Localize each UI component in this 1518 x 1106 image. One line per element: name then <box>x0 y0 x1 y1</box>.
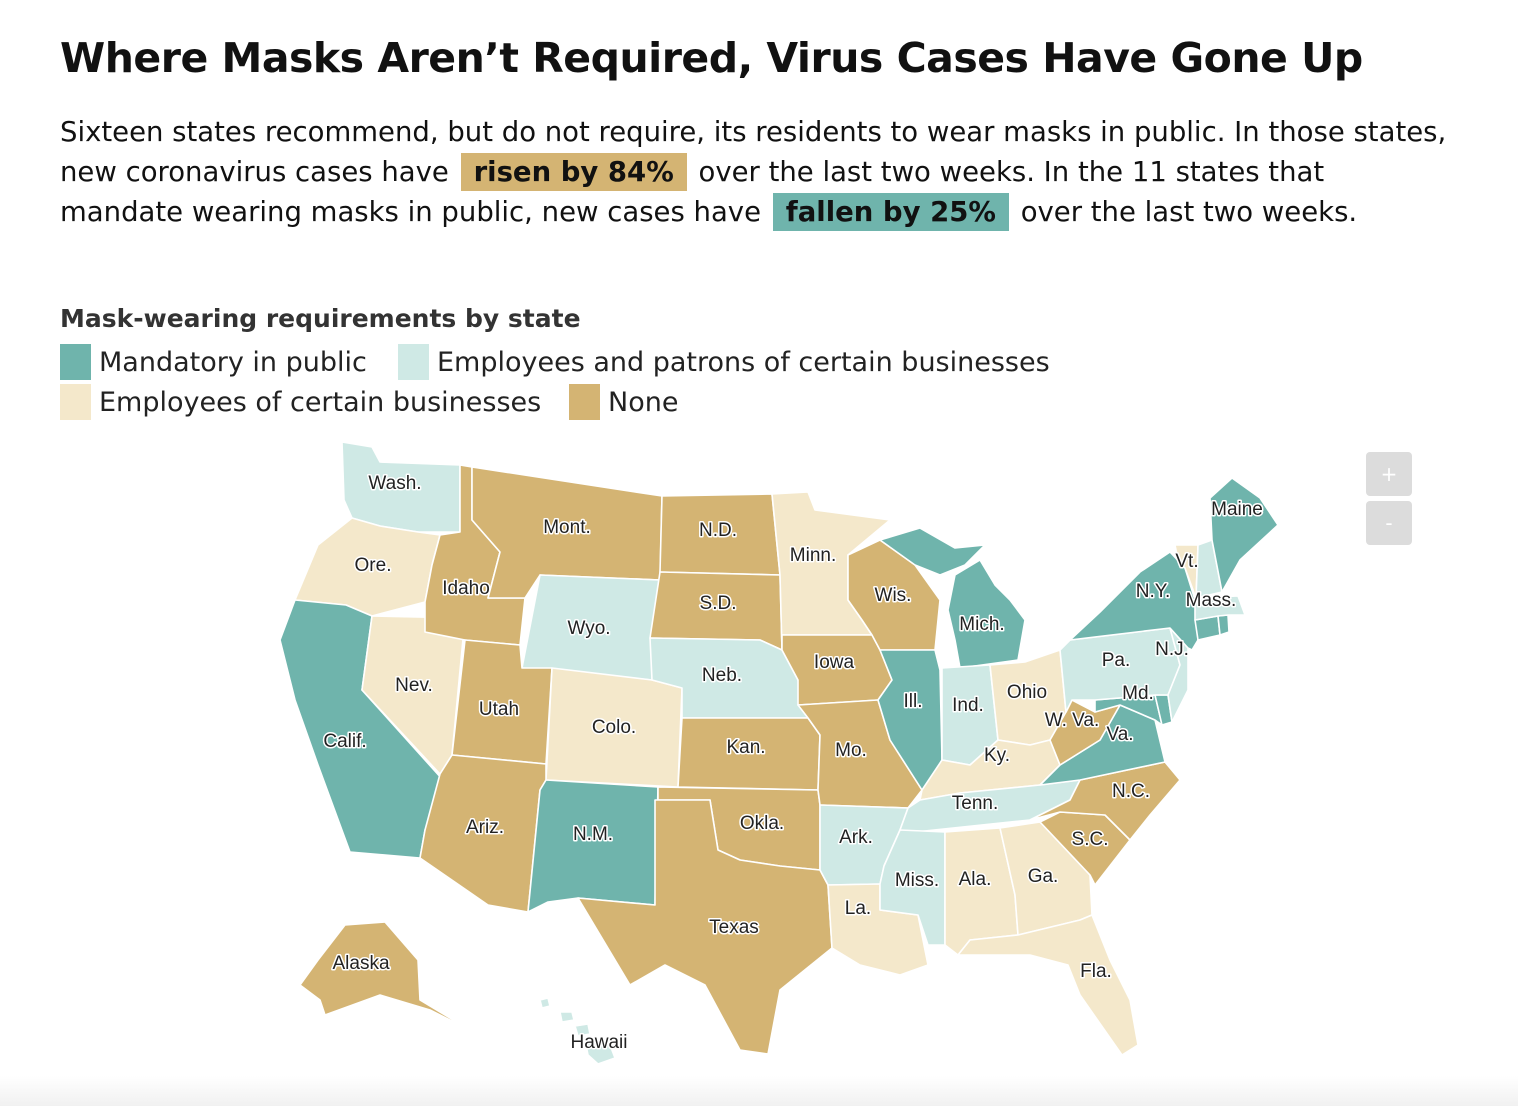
label-ok: Okla. <box>740 813 784 834</box>
zoom-out-button[interactable]: - <box>1366 501 1412 545</box>
label-mn: Minn. <box>790 545 836 566</box>
label-ky: Ky. <box>984 745 1010 766</box>
label-in: Ind. <box>952 695 984 716</box>
state-wa[interactable] <box>341 441 461 533</box>
label-or: Ore. <box>355 555 392 576</box>
label-ne: Neb. <box>702 665 742 686</box>
legend-item-mandatory: Mandatory in public <box>60 344 367 380</box>
legend-label-mandatory: Mandatory in public <box>99 346 367 378</box>
label-nv: Nev. <box>395 675 433 696</box>
legend-swatch-employees <box>60 384 91 420</box>
state-vt[interactable] <box>1174 544 1199 599</box>
label-wy: Wyo. <box>567 618 610 639</box>
state-me[interactable] <box>1209 477 1279 593</box>
label-wa: Wash. <box>368 473 421 494</box>
legend-swatch-none <box>569 384 600 420</box>
state-tx[interactable] <box>577 799 833 1055</box>
state-hi[interactable] <box>584 1039 616 1065</box>
legend-swatch-patrons <box>398 344 429 380</box>
state-mi[interactable] <box>947 559 1026 669</box>
legend-label-patrons: Employees and patrons of certain busines… <box>437 346 1050 378</box>
label-wi: Wis. <box>875 585 912 606</box>
legend-label-employees: Employees of certain businesses <box>99 386 542 418</box>
label-ma: Mass. <box>1186 590 1237 611</box>
label-tn: Tenn. <box>952 793 998 814</box>
label-tx: Texas <box>709 917 759 938</box>
label-ak: Alaska <box>332 953 389 974</box>
state-ma[interactable] <box>1194 595 1246 621</box>
state-mi-upper[interactable] <box>879 527 986 576</box>
label-co: Colo. <box>592 717 636 738</box>
state-ri[interactable] <box>1217 614 1230 636</box>
legend-swatch-mandatory <box>60 344 91 380</box>
label-az: Ariz. <box>466 817 504 838</box>
state-shapes <box>279 441 1279 1065</box>
state-hi-islands[interactable] <box>539 997 591 1037</box>
label-id: Idaho <box>442 578 490 599</box>
label-il: Ill. <box>904 691 923 712</box>
legend-item-employees: Employees of certain businesses <box>60 384 541 420</box>
label-nd: N.D. <box>699 520 737 541</box>
label-ca: Calif. <box>323 731 366 752</box>
state-nm[interactable] <box>527 779 659 913</box>
label-mt: Mont. <box>543 517 591 538</box>
label-va: Va. <box>1106 724 1133 745</box>
label-pa: Pa. <box>1102 650 1131 671</box>
intro-paragraph: Sixteen states recommend, but do not req… <box>60 112 1450 232</box>
intro-text-1: Sixteen states recommend, but do not req… <box>60 116 1447 188</box>
label-ms: Miss. <box>895 870 939 891</box>
label-ga: Ga. <box>1028 866 1059 887</box>
state-co[interactable] <box>545 667 683 788</box>
state-nc[interactable] <box>1029 761 1181 841</box>
legend-item-none: None <box>569 384 678 420</box>
legend-item-patrons: Employees and patrons of certain busines… <box>398 344 1050 380</box>
zoom-in-button[interactable]: + <box>1366 452 1412 496</box>
label-sc: S.C. <box>1072 829 1109 850</box>
label-hi: Hawaii <box>570 1032 627 1053</box>
legend-title: Mask-wearing requirements by state <box>60 304 581 333</box>
label-ar: Ark. <box>839 827 873 848</box>
label-al: Ala. <box>959 869 992 890</box>
label-oh: Ohio <box>1007 682 1047 703</box>
label-md: Md. <box>1122 683 1154 704</box>
label-ia: Iowa <box>814 652 855 673</box>
label-la: La. <box>845 898 871 919</box>
headline: Where Masks Aren’t Required, Virus Cases… <box>60 34 1363 82</box>
label-nc: N.C. <box>1112 781 1150 802</box>
label-nm: N.M. <box>573 824 613 845</box>
label-nj: N.J. <box>1155 639 1189 660</box>
label-ny: N.Y. <box>1136 581 1171 602</box>
label-sd: S.D. <box>700 593 737 614</box>
highlight-risen: risen by 84% <box>460 153 687 191</box>
intro-text-2: over the last two weeks. In the 11 state… <box>60 156 1325 228</box>
label-me: Maine <box>1211 499 1263 520</box>
label-mo: Mo. <box>835 740 867 761</box>
state-fl[interactable] <box>957 914 1139 1056</box>
state-labels: Wash. Ore. Calif. Nev. Idaho Mont. Wyo. … <box>322 472 1265 1055</box>
label-wv: W. Va. <box>1045 710 1100 731</box>
highlight-fallen: fallen by 25% <box>772 193 1009 231</box>
state-ak[interactable] <box>299 921 471 1031</box>
bottom-edge <box>0 1076 1518 1106</box>
label-fl: Fla. <box>1080 961 1112 982</box>
label-vt: Vt. <box>1175 551 1198 572</box>
us-state-map: Wash. Ore. Calif. Nev. Idaho Mont. Wyo. … <box>279 441 1279 1065</box>
intro-text-3: over the last two weeks. <box>1020 196 1358 228</box>
label-ut: Utah <box>479 699 519 720</box>
label-mi: Mich. <box>959 614 1004 635</box>
legend-label-none: None <box>608 386 679 418</box>
label-ks: Kan. <box>726 737 765 758</box>
